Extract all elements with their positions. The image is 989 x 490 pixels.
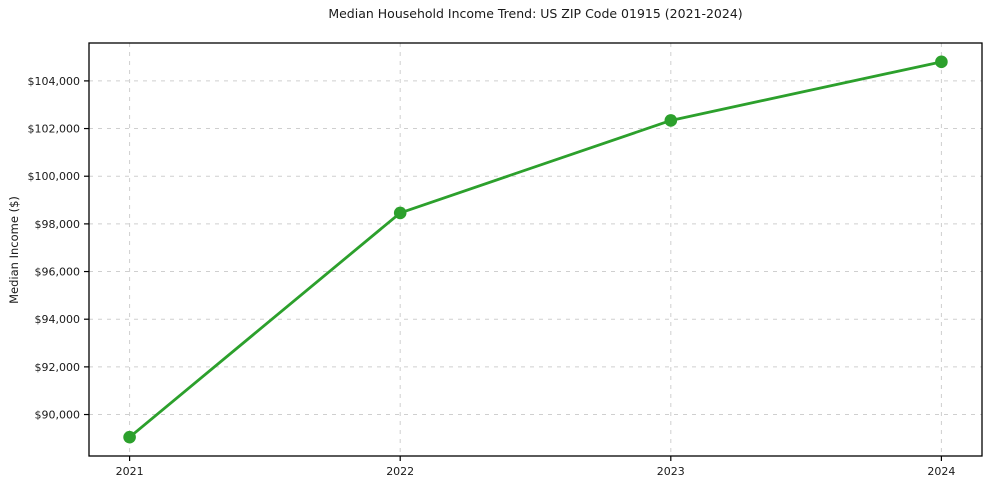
x-tick-label: 2024 <box>927 465 955 478</box>
y-tick-label: $98,000 <box>35 218 81 231</box>
y-tick-label: $102,000 <box>28 123 81 136</box>
trend-line <box>128 60 943 439</box>
y-tick-label: $94,000 <box>35 313 81 326</box>
x-tick-label: 2023 <box>657 465 685 478</box>
y-tick-label: $104,000 <box>28 75 81 88</box>
data-point-marker <box>123 430 136 444</box>
y-tick-label: $92,000 <box>35 361 81 374</box>
y-tick-label: $96,000 <box>35 266 81 279</box>
x-tick-label: 2021 <box>116 465 144 478</box>
data-point-marker <box>393 206 407 220</box>
y-tick-label: $100,000 <box>28 170 81 183</box>
y-tick-label: $90,000 <box>35 409 81 422</box>
data-point-marker <box>664 114 678 127</box>
chart-title: Median Household Income Trend: US ZIP Co… <box>328 6 743 21</box>
plot-border <box>88 42 983 457</box>
x-tick-label: 2022 <box>386 465 414 478</box>
data-point-marker <box>935 55 948 69</box>
